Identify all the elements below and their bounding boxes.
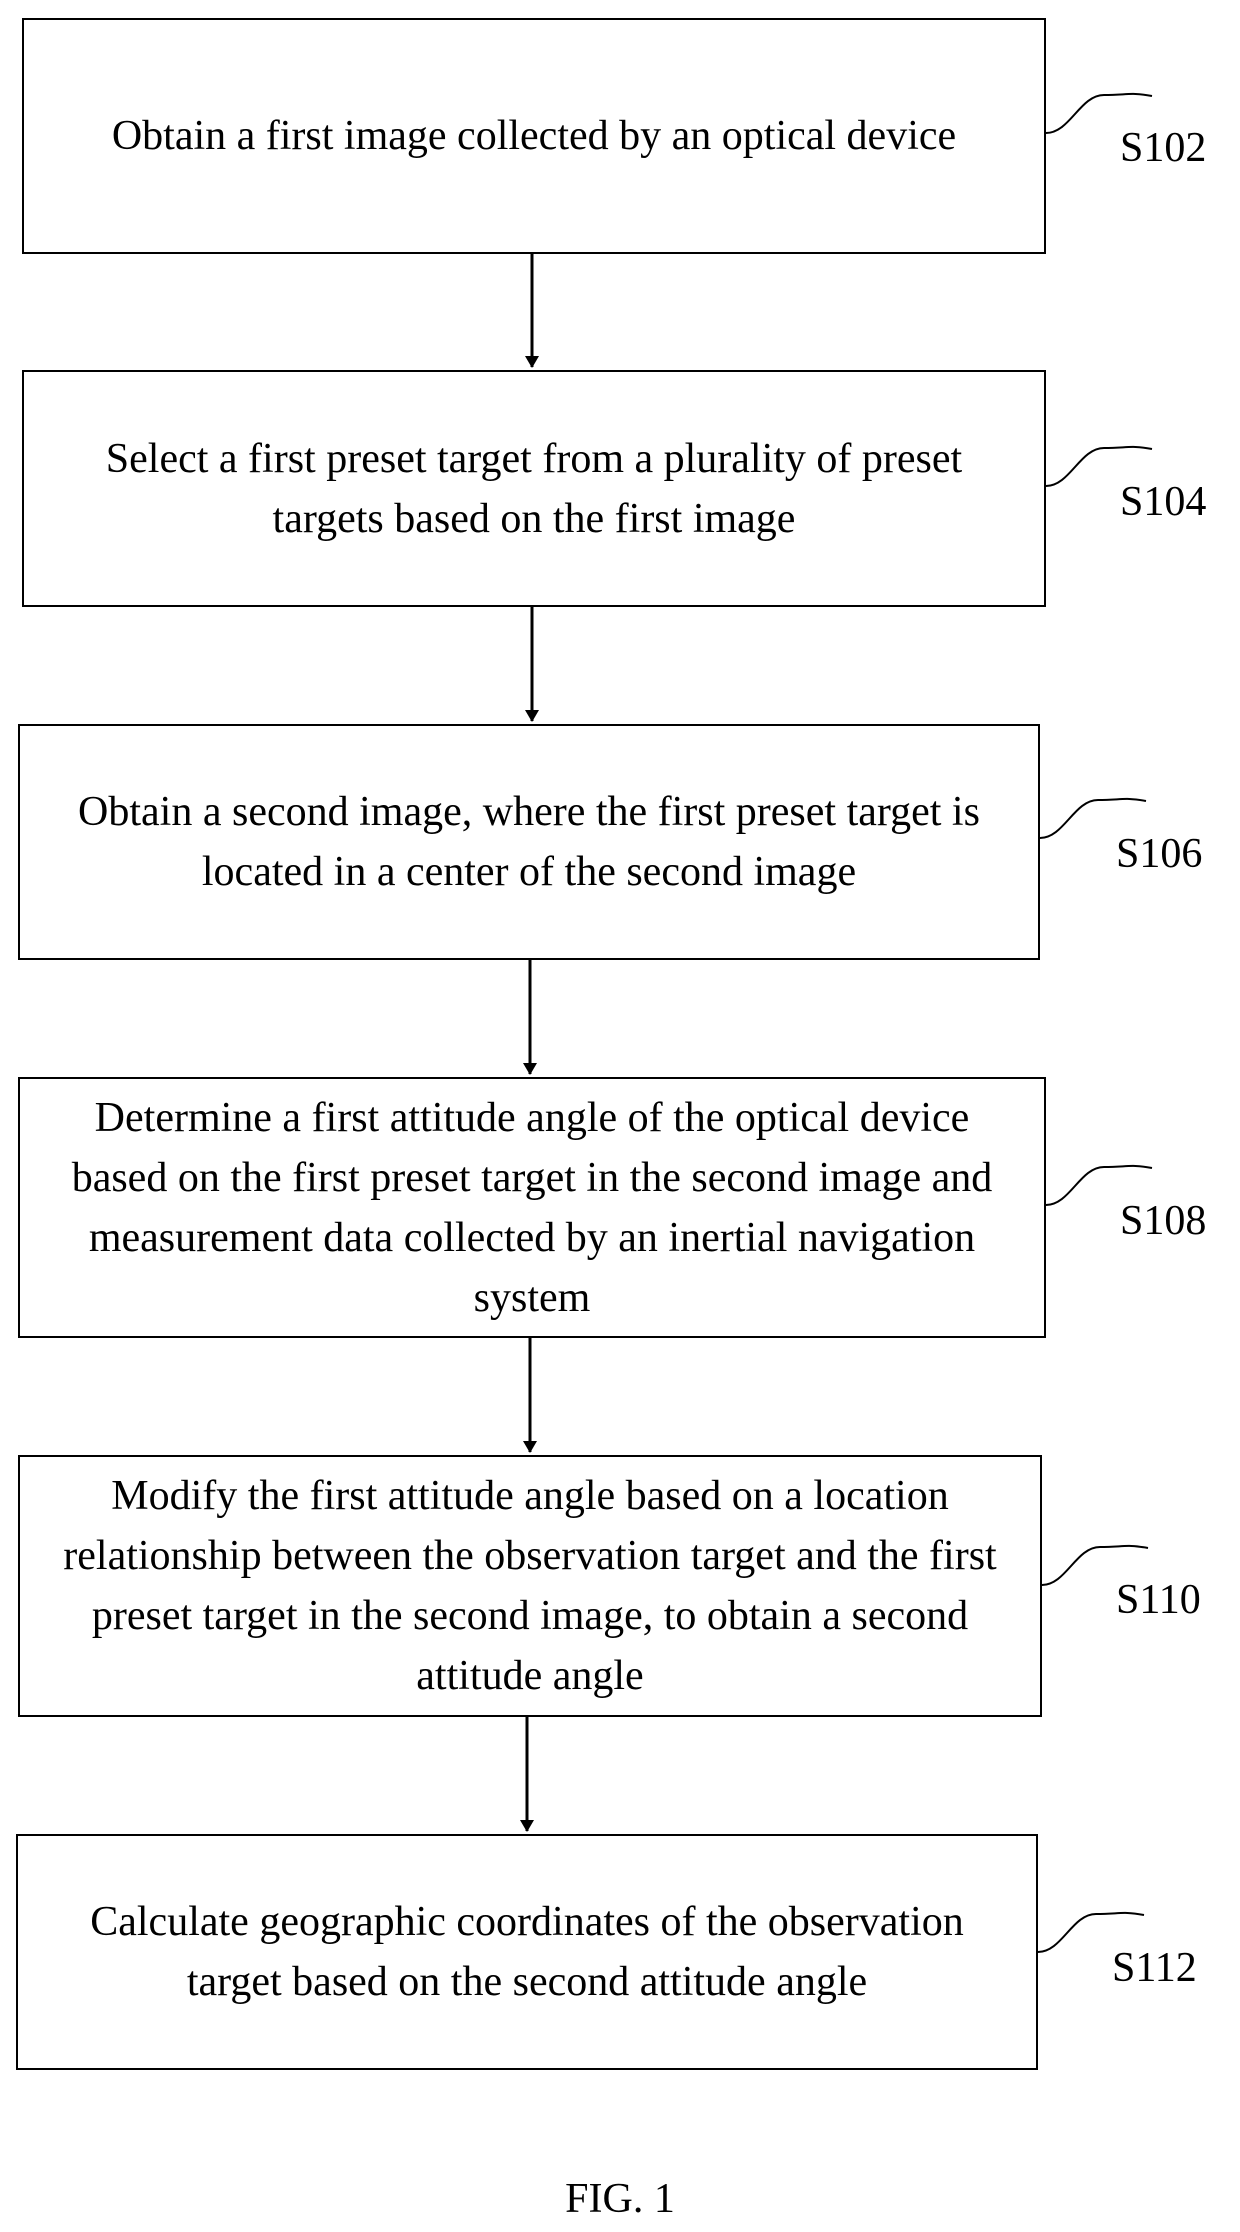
figure-caption: FIG. 1 xyxy=(0,2175,1240,2223)
step-label-s112: S112 xyxy=(1112,1944,1197,1992)
step-label-s102: S102 xyxy=(1120,124,1206,172)
step-text-s112: Calculate geographic coordinates of the … xyxy=(42,1892,1012,2012)
step-box-s106: Obtain a second image, where the first p… xyxy=(18,724,1040,960)
step-label-s104: S104 xyxy=(1120,478,1206,526)
step-box-s102: Obtain a first image collected by an opt… xyxy=(22,18,1046,254)
step-text-s110: Modify the first attitude angle based on… xyxy=(44,1466,1016,1706)
step-label-s106: S106 xyxy=(1116,830,1202,878)
step-text-s104: Select a first preset target from a plur… xyxy=(48,429,1020,549)
step-box-s108: Determine a first attitude angle of the … xyxy=(18,1077,1046,1338)
step-label-s108: S108 xyxy=(1120,1197,1206,1245)
step-text-s108: Determine a first attitude angle of the … xyxy=(44,1088,1020,1328)
step-box-s110: Modify the first attitude angle based on… xyxy=(18,1455,1042,1717)
step-label-s110: S110 xyxy=(1116,1576,1201,1624)
step-box-s112: Calculate geographic coordinates of the … xyxy=(16,1834,1038,2070)
step-box-s104: Select a first preset target from a plur… xyxy=(22,370,1046,607)
step-text-s106: Obtain a second image, where the first p… xyxy=(44,782,1014,902)
step-text-s102: Obtain a first image collected by an opt… xyxy=(112,106,956,166)
